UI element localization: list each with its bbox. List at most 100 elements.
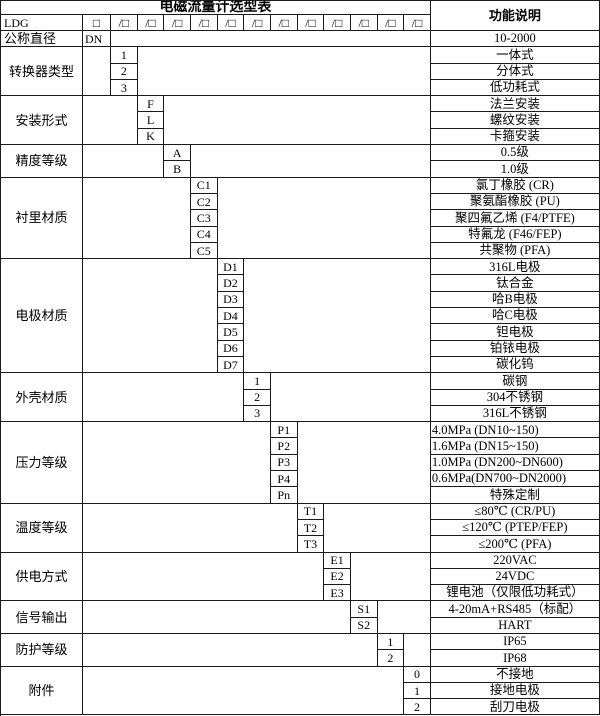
desc-cell: 220VAC [430,552,600,569]
desc-cell: 特殊定制 [430,487,600,504]
filler-cell [83,145,165,178]
code-cell: P3 [270,454,298,472]
filler-cell [244,259,431,374]
code-cell: 1 [404,682,431,700]
filler-cell [83,96,138,146]
code-cell: S1 [350,601,378,618]
category-label: 电极材质 [1,259,83,374]
category-label: 安装形式 [1,96,83,146]
code-cell: P4 [270,471,298,488]
filler-cell [350,552,431,602]
code-cell: A [164,145,191,162]
desc-cell: 1.0级 [430,161,600,178]
desc-cell: 卡箍安装 [430,128,600,146]
code-cell: D3 [217,291,245,309]
code-cell: P2 [270,438,298,455]
model-slot-box: /□ [217,15,245,31]
code-cell: T3 [297,536,325,553]
page-title: 电磁流量计选型表 [1,1,431,15]
desc-cell: 1.6MPa (DN15~150) [430,438,600,455]
code-cell: 1 [244,373,271,390]
code-cell: F [137,96,165,113]
filler-cell [137,47,431,97]
code-cell: D5 [217,324,245,341]
code-cell: C2 [190,193,218,211]
filler-cell [83,503,298,553]
desc-cell: 4-20mA+RS485（标配） [430,601,600,618]
category-label: 温度等级 [1,503,83,553]
filler-cell [83,666,405,716]
desc-cell: HART [430,617,600,634]
filler-cell [190,145,431,178]
code-cell: S2 [350,617,378,634]
desc-cell: IP68 [430,650,600,667]
filler-cell [377,601,431,634]
desc-cell: 0.6MPa(DN700~DN2000) [430,471,600,488]
model-slot-box: /□ [137,15,165,31]
filler-cell [111,31,431,48]
desc-cell: 法兰安装 [430,96,600,113]
code-cell: 1 [111,47,138,64]
desc-cell: 10-2000 [430,31,600,48]
desc-cell: ≤80℃ (CR/PU) [430,503,600,520]
desc-cell: 一体式 [430,47,600,64]
code-cell: K [137,128,165,146]
code-cell: C4 [190,226,218,243]
category-label: 信号输出 [1,601,83,634]
category-label: 防护等级 [1,633,83,667]
model-slot-box: /□ [350,15,378,31]
model-prefix-label: LDG [1,15,83,31]
code-cell: E2 [324,568,351,586]
model-slot-box: /□ [244,15,271,31]
desc-cell: 碳钢 [430,373,600,390]
code-cell: 2 [404,699,431,716]
model-base-box: □ [83,15,111,31]
code-cell: P1 [270,422,298,439]
desc-cell: 聚四氟乙烯 (F4/PTFE) [430,210,600,227]
filler-cell [270,373,431,423]
code-cell: E3 [324,585,351,602]
code-cell: E1 [324,552,351,569]
filler-cell [83,373,245,423]
code-cell: C3 [190,210,218,227]
desc-cell: 316L不锈钢 [430,405,600,423]
desc-cell: 4.0MPa (DN10~150) [430,422,600,439]
desc-cell: IP65 [430,633,600,651]
filler-cell [83,177,191,260]
model-slot-box: /□ [111,15,138,31]
filler-cell [83,601,351,634]
category-label-dn: 公称直径 [1,31,83,48]
desc-cell: 刮刀电极 [430,699,600,716]
code-cell: D7 [217,356,245,374]
code-cell: 2 [244,389,271,406]
code-cell: D1 [217,259,245,276]
code-cell: 2 [111,63,138,80]
model-slot-box: /□ [297,15,325,31]
filler-cell [164,96,431,146]
filler-cell [404,633,431,667]
category-label: 压力等级 [1,422,83,504]
desc-cell: 低功耗式 [430,79,600,97]
code-cell: L [137,112,165,129]
desc-cell: 哈B电极 [430,291,600,309]
code-cell-dn: DN [83,31,111,48]
desc-cell: 哈C电极 [430,308,600,325]
code-cell: C5 [190,242,218,260]
category-label: 外壳材质 [1,373,83,423]
desc-cell: ≤200℃ (PFA) [430,536,600,553]
filler-cell [83,633,378,667]
desc-cell: 铂铱电极 [430,340,600,357]
model-slot-box: /□ [324,15,351,31]
filler-cell [83,552,325,602]
category-label: 供电方式 [1,552,83,602]
desc-cell: 304不锈钢 [430,389,600,406]
desc-cell: 碳化钨 [430,356,600,374]
code-cell: T2 [297,519,325,537]
desc-cell: 24VDC [430,568,600,586]
code-cell: 2 [377,650,405,667]
code-cell: B [164,161,191,178]
category-label: 附件 [1,666,83,716]
desc-cell: 不接地 [430,666,600,683]
code-cell: 3 [111,79,138,97]
